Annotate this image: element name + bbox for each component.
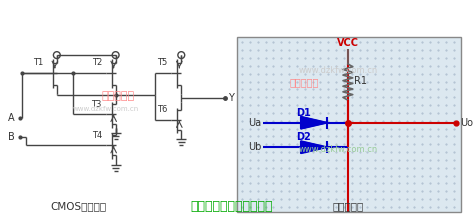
Text: T3: T3 <box>92 100 102 109</box>
Text: D2: D2 <box>296 132 311 142</box>
Text: Ub: Ub <box>248 142 261 152</box>
Text: 与门电路的两种实现方式: 与门电路的两种实现方式 <box>190 200 272 213</box>
Text: Y: Y <box>228 93 234 103</box>
Text: D1: D1 <box>296 108 311 118</box>
Polygon shape <box>301 141 326 153</box>
Text: A: A <box>8 113 15 123</box>
Text: T6: T6 <box>157 106 167 114</box>
Text: 二极管实现: 二极管实现 <box>332 201 363 211</box>
Text: www.dzkfw.com.cn: www.dzkfw.com.cn <box>298 145 377 154</box>
Text: T1: T1 <box>33 58 43 67</box>
Text: T4: T4 <box>92 131 102 140</box>
Text: CMOS逻辑实现: CMOS逻辑实现 <box>50 201 106 211</box>
Text: T2: T2 <box>92 58 102 67</box>
Text: T5: T5 <box>158 58 167 67</box>
Text: www.dzkfw.com.cn: www.dzkfw.com.cn <box>298 66 377 75</box>
Text: VCC: VCC <box>337 38 359 48</box>
Text: Uo: Uo <box>461 118 473 128</box>
Text: www.dzkfw.com.cn: www.dzkfw.com.cn <box>73 106 139 112</box>
Text: 电子开发王: 电子开发王 <box>101 91 134 101</box>
Text: B: B <box>8 132 15 142</box>
Text: 电子开发网: 电子开发网 <box>289 78 318 88</box>
Text: R1: R1 <box>354 76 367 86</box>
Bar <box>237 37 461 212</box>
Text: Ua: Ua <box>248 118 261 128</box>
Polygon shape <box>301 117 326 129</box>
